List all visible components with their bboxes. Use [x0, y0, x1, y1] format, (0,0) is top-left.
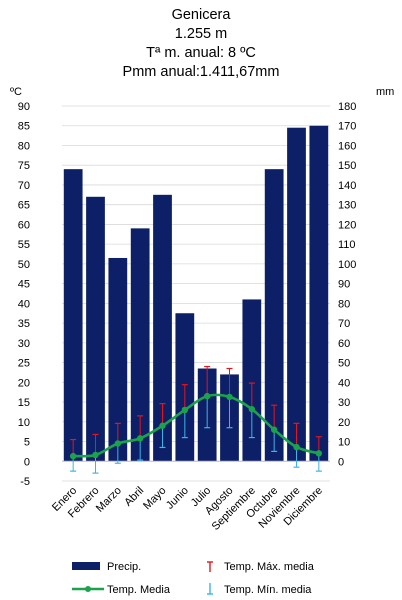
right-tick-label: 10: [338, 437, 350, 449]
mean-temp-point: [92, 451, 99, 459]
left-tick-label: 10: [18, 417, 30, 429]
left-tick-label: 25: [18, 358, 30, 370]
x-category-label: Junio: [164, 485, 191, 512]
mean-temp-point: [226, 393, 233, 401]
x-category-label: Marzo: [94, 485, 124, 515]
left-tick-label: 90: [18, 101, 30, 113]
x-category-label: Mayo: [141, 485, 169, 513]
right-tick-label: 140: [338, 180, 356, 192]
precip-bar: [309, 125, 329, 462]
mean-temp-point: [136, 435, 144, 442]
mean-temp-point: [293, 443, 300, 451]
right-tick-label: 60: [338, 338, 350, 350]
left-tick-label: 70: [18, 180, 30, 192]
right-tick-label: 180: [338, 101, 356, 113]
legend-label-min-temp: Temp. Mín. media: [224, 584, 312, 596]
left-tick-label: 5: [24, 437, 30, 449]
precip-bar: [153, 194, 172, 462]
mean-temp-point: [203, 392, 211, 400]
precip-bar: [63, 169, 83, 462]
precip-bar: [287, 127, 306, 462]
left-tick-label: 75: [18, 160, 30, 172]
mean-temp-point: [69, 452, 77, 460]
left-tick-label: 15: [18, 397, 30, 409]
left-axis-unit: ºC: [10, 86, 22, 98]
left-tick-label: 85: [18, 121, 30, 133]
left-tick-label: 45: [18, 279, 30, 291]
legend-marker-mean-temp: [85, 586, 91, 592]
legend-swatch-precip: [72, 562, 100, 570]
right-tick-label: 160: [338, 140, 356, 152]
right-tick-label: 20: [338, 417, 350, 429]
left-tick-label: -5: [20, 476, 30, 488]
chart-title: Genicera: [171, 7, 231, 23]
left-tick-label: 40: [18, 298, 30, 310]
left-tick-label: 55: [18, 239, 30, 251]
left-tick-label: 65: [18, 200, 30, 212]
right-tick-label: 50: [338, 358, 350, 370]
chart-title-block: Genicera 1.255 m Tª m. anual: 8 ºC Pmm a…: [0, 6, 402, 82]
left-tick-label: 80: [18, 140, 30, 152]
mean-temp-point: [315, 450, 323, 457]
right-tick-label: 40: [338, 377, 350, 389]
chart-subtitle-precipitation: Pmm anual:1.411,67mm: [122, 64, 280, 80]
right-tick-label: 110: [338, 239, 356, 251]
precip-bar: [86, 196, 105, 462]
chart-subtitle-temperature: Tª m. anual: 8 ºC: [146, 45, 256, 61]
mean-temp-point: [159, 422, 166, 429]
mean-temp-point: [270, 426, 278, 433]
legend-label-precip: Precip.: [107, 561, 141, 573]
precip-bar: [130, 228, 150, 462]
left-tick-label: 0: [24, 456, 30, 468]
mean-temp-point: [248, 405, 256, 413]
chart-subtitle-altitude: 1.255 m: [174, 26, 228, 42]
right-tick-label: 90: [338, 279, 350, 291]
right-tick-label: 80: [338, 298, 350, 310]
legend-label-mean-temp: Temp. Media: [107, 584, 171, 596]
precip-bar: [264, 169, 284, 462]
right-tick-label: 130: [338, 200, 356, 212]
right-tick-label: 0: [338, 456, 344, 468]
left-tick-label: 20: [18, 377, 30, 389]
left-tick-label: 30: [18, 338, 30, 350]
right-tick-label: 170: [338, 121, 356, 133]
left-tick-label: 60: [18, 219, 30, 231]
left-tick-label: 50: [18, 259, 30, 271]
precip-bar: [108, 257, 128, 462]
right-tick-label: 100: [338, 259, 356, 271]
legend-label-max-temp: Temp. Máx. media: [224, 561, 315, 573]
right-axis-unit: mm: [376, 86, 394, 98]
left-tick-label: 35: [18, 318, 30, 330]
mean-temp-point: [181, 406, 189, 414]
right-tick-label: 70: [338, 318, 350, 330]
right-tick-label: 30: [338, 397, 350, 409]
right-tick-label: 120: [338, 219, 356, 231]
mean-temp-point: [114, 440, 122, 447]
precip-bar: [242, 299, 262, 462]
right-tick-label: 150: [338, 160, 356, 172]
